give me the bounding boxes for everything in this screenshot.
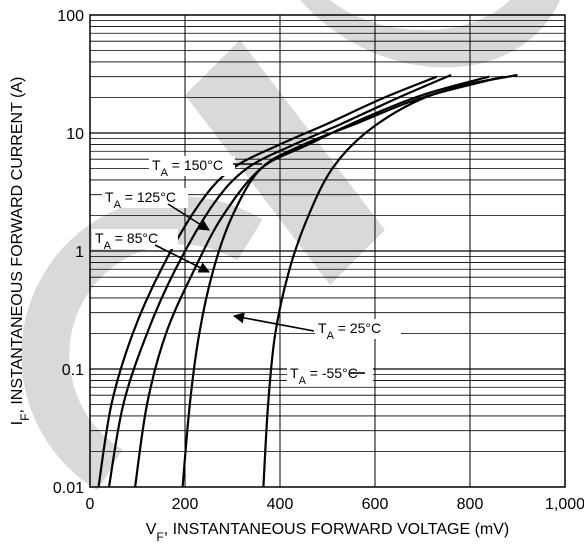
series-line [262, 73, 518, 488]
series-line [134, 75, 490, 488]
series-line [107, 73, 452, 488]
plot-frame [89, 14, 566, 488]
y-tick-label: 100 [57, 8, 84, 25]
axes: 0 200 400 600 800 1,000 0.01 0.1 1 10 100 VF, INSTA… [9, 8, 584, 544]
annotation-bg [102, 188, 188, 208]
series-lines [97, 73, 518, 488]
x-tick-label: 800 [457, 496, 484, 513]
annotation-bg [315, 319, 401, 339]
watermark-swoosh [300, 0, 560, 68]
annotation-bg [149, 156, 235, 176]
x-tick-label: 600 [362, 496, 389, 513]
x-axis-title: VF, INSTANTANEOUS FORWARD VOLTAGE (mV) [146, 521, 510, 544]
series-line [181, 75, 504, 488]
annotation-bg [92, 229, 178, 249]
annotations: TA = 150°C TA = 125°C TA = 85°C TA = 25°C TA… [92, 156, 401, 387]
x-tick-label: 400 [267, 496, 294, 513]
series-line [97, 75, 438, 488]
annotation-label: TA = -55°C [290, 365, 358, 387]
annotation-leader [154, 244, 211, 273]
annotation-leader [232, 312, 315, 332]
annotation-leader [167, 203, 210, 231]
annotation-label: TA = 125°C [105, 189, 176, 211]
annotation-label: TA = 25°C [318, 320, 381, 342]
annotation-bg [287, 364, 373, 384]
annotation-label: TA = 85°C [95, 230, 158, 252]
y-tick-label: 10 [66, 126, 84, 143]
x-tick-label: 0 [86, 496, 95, 513]
watermark-stroke [185, 40, 385, 285]
grid [90, 15, 565, 487]
x-tick-label: 1,000 [545, 496, 584, 513]
y-tick-label: 1 [75, 244, 84, 261]
y-axis-title: IF, INSTANTANEOUS FORWARD CURRENT (A) [9, 77, 32, 426]
y-tick-label: 0.01 [53, 480, 84, 497]
y-tick-label: 0.1 [62, 362, 84, 379]
annotation-label: TA = 150°C [152, 157, 223, 179]
x-tick-label: 200 [172, 496, 199, 513]
